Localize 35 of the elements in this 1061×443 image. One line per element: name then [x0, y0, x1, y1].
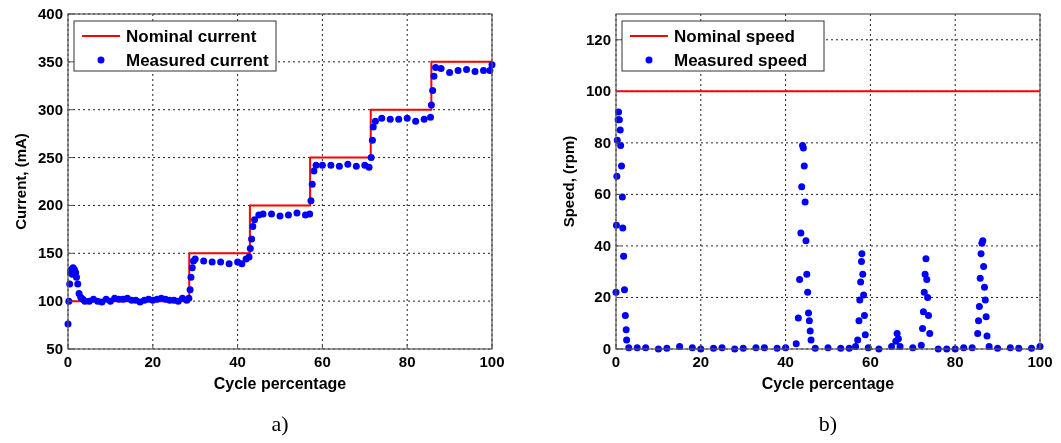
legend-label: Measured speed — [674, 51, 808, 70]
y-tick-label: 300 — [37, 100, 63, 118]
x-tick-label: 20 — [144, 353, 162, 370]
y-tick-label: 250 — [37, 148, 63, 166]
y-tick-label: 120 — [585, 30, 611, 48]
y-tick-label: 100 — [37, 292, 63, 310]
y-axis-title: Speed, (rpm) — [560, 135, 577, 228]
y-tick-label: 350 — [37, 52, 63, 70]
x-tick-label: 80 — [946, 353, 964, 370]
x-tick-label: 100 — [479, 353, 505, 370]
x-tick-label: 60 — [862, 353, 879, 370]
y-tick-label: 0 — [602, 340, 611, 357]
y-tick-label: 60 — [594, 185, 611, 203]
legend-label: Nominal current — [126, 27, 257, 46]
y-tick-label: 150 — [37, 244, 63, 262]
y-tick-label: 40 — [594, 236, 611, 254]
x-tick-label: 20 — [692, 353, 710, 370]
x-tick-label: 40 — [229, 353, 246, 370]
y-axis-title: Current, (mA) — [12, 133, 29, 230]
legend-label: Nominal speed — [674, 27, 795, 46]
x-tick-label: 40 — [777, 353, 794, 370]
y-tick-label: 80 — [594, 133, 611, 151]
y-tick-label: 200 — [37, 196, 63, 214]
y-tick-label: 20 — [594, 288, 611, 306]
x-axis-title: Cycle percentage — [761, 375, 895, 392]
y-tick-label: 400 — [37, 5, 63, 22]
x-axis-title: Cycle percentage — [213, 375, 347, 392]
y-tick-label: 50 — [46, 340, 63, 357]
legend-label: Measured current — [126, 51, 269, 70]
text: b) — [818, 411, 838, 436]
x-tick-label: 80 — [398, 353, 416, 370]
y-tick-label: 100 — [585, 82, 611, 100]
x-tick-label: 60 — [314, 353, 331, 370]
text: a) — [271, 411, 289, 436]
x-tick-label: 100 — [1027, 353, 1053, 370]
